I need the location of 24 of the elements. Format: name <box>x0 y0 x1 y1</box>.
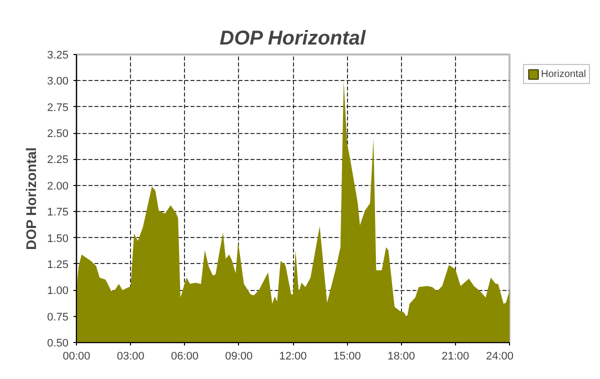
y-tick-label: 3.25 <box>47 50 69 62</box>
y-tick-label: 2.50 <box>47 128 69 140</box>
y-tick-label: 0.75 <box>47 311 69 324</box>
x-tick-label: 00:00 <box>62 350 90 362</box>
y-tick-label: 1.75 <box>47 206 69 219</box>
x-tick-label: 24:00 <box>486 350 514 362</box>
y-tick-label: 2.75 <box>47 102 69 114</box>
x-tick-label: 21:00 <box>442 350 470 362</box>
y-tick-label: 2.00 <box>47 180 69 192</box>
y-tick-label: 3.00 <box>47 76 69 88</box>
y-tick-label: 0.50 <box>47 338 69 350</box>
y-tick-label: 1.00 <box>47 285 69 298</box>
chart-title: DOP Horizontal <box>220 28 366 50</box>
x-tick-label: 18:00 <box>387 350 416 362</box>
y-tick-label: 1.25 <box>47 258 69 271</box>
y-tick-label: 2.25 <box>47 154 69 166</box>
y-axis-title: DOP Horizontal <box>23 147 40 250</box>
x-tick-label: 12:00 <box>279 350 307 362</box>
y-tick-label: 1.50 <box>47 232 69 245</box>
legend-label: Horizontal <box>541 68 586 80</box>
x-tick-label: 15:00 <box>333 350 361 362</box>
x-tick-label: 09:00 <box>225 350 253 362</box>
x-tick-label: 03:00 <box>116 350 144 362</box>
x-tick-label: 06:00 <box>170 350 199 362</box>
